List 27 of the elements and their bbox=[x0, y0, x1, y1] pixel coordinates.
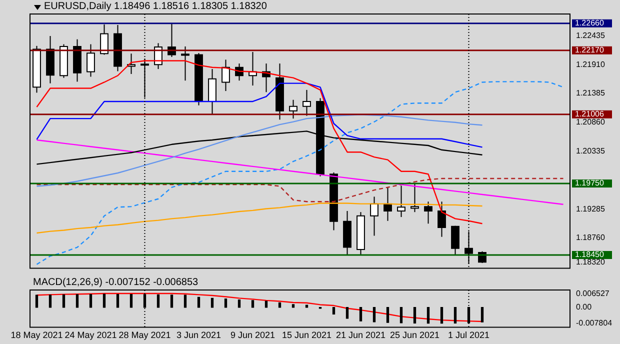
y-tick-label: 1.18760 bbox=[576, 233, 606, 242]
ref-line-label: 1.21006 bbox=[575, 110, 604, 119]
ref-line-label: 1.19750 bbox=[575, 178, 604, 188]
x-tick-label: 28 May 2021 bbox=[118, 330, 171, 340]
x-tick-label: 21 Jun 2021 bbox=[336, 330, 386, 340]
y-tick-label: 1.20860 bbox=[576, 118, 606, 127]
x-tick-label: 24 May 2021 bbox=[64, 330, 117, 340]
ref-line-label: 1.22170 bbox=[575, 46, 604, 55]
y-tick-label: 0.00 bbox=[576, 302, 592, 312]
y-tick-label: 0.006527 bbox=[576, 289, 610, 298]
x-tick-label: 25 Jun 2021 bbox=[390, 330, 440, 340]
x-tick-label: 18 May 2021 bbox=[10, 330, 63, 340]
x-tick-label: 15 Jun 2021 bbox=[282, 330, 332, 340]
x-tick-label: 9 Jun 2021 bbox=[230, 330, 276, 340]
y-tick-label: 1.20335 bbox=[576, 146, 606, 156]
ref-line-label: 1.18450 bbox=[575, 250, 604, 260]
x-tick-label: 3 Jun 2021 bbox=[176, 330, 222, 340]
ref-line-label: 1.22660 bbox=[575, 18, 604, 28]
x-tick-label: 1 Jul 2021 bbox=[448, 330, 490, 340]
y-tick-label: 1.21385 bbox=[576, 88, 606, 98]
y-tick-label: -0.007804 bbox=[576, 318, 613, 328]
y-tick-label: 1.18320 bbox=[576, 257, 606, 266]
y-tick-label: 1.22435 bbox=[576, 30, 606, 40]
chart-title: MACD(12,26,9) -0.007152 -0.006853 bbox=[33, 277, 198, 289]
chart-title: EURUSD,Daily 1.18496 1.18516 1.18305 1.18320 bbox=[44, 1, 267, 13]
y-tick-label: 1.19285 bbox=[576, 204, 606, 214]
y-tick-label: 1.21910 bbox=[576, 60, 606, 69]
